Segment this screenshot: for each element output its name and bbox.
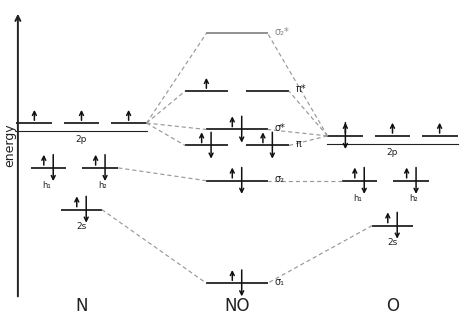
- Text: π*: π*: [296, 84, 307, 94]
- Text: h₂: h₂: [410, 193, 418, 203]
- Text: 2s: 2s: [387, 238, 398, 247]
- Text: 2p: 2p: [76, 135, 87, 144]
- Text: NO: NO: [224, 297, 250, 315]
- Text: O: O: [386, 297, 399, 315]
- Text: h₁: h₁: [42, 181, 51, 190]
- Text: h₂: h₂: [99, 181, 107, 190]
- Text: h₁: h₁: [353, 193, 362, 203]
- Text: π: π: [296, 139, 302, 149]
- Text: σ*: σ*: [275, 123, 285, 133]
- Text: energy: energy: [4, 124, 17, 167]
- Text: 2s: 2s: [76, 222, 87, 231]
- Text: σ₁: σ₁: [275, 276, 285, 287]
- Text: N: N: [75, 297, 88, 315]
- Text: σ₂*: σ₂*: [275, 27, 290, 37]
- Text: σ₂: σ₂: [275, 174, 285, 184]
- Text: 2p: 2p: [387, 148, 398, 157]
